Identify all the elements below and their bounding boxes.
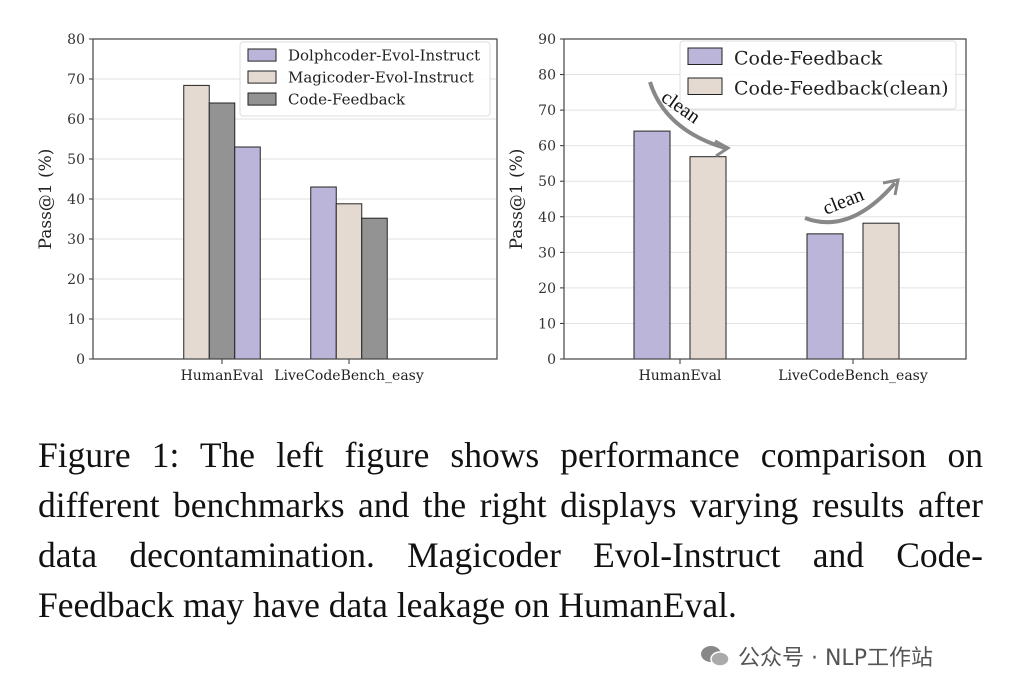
y-tick-label: 50	[67, 152, 85, 168]
bar-magicoder-evol-instruct-humaneval	[183, 84, 210, 360]
y-tick-label: 40	[538, 210, 556, 226]
y-tick-label: 60	[538, 139, 556, 155]
bar-dolphcoder-evol-instruct-humaneval	[234, 146, 261, 360]
legend-label: Magicoder-Evol-Instruct	[288, 69, 474, 87]
y-tick-label: 80	[538, 68, 556, 84]
bar-code-feedback-humaneval	[633, 130, 671, 360]
y-tick-label: 0	[547, 352, 556, 368]
bar-dolphcoder-evol-instruct-livecodebench_easy	[310, 186, 337, 360]
legend-box	[239, 41, 491, 117]
chart-panel-1: 0 10 20 30 40 50 60 70 80 Pass@1 (%) HumanEval Live…	[36, 32, 498, 384]
clean-arrow-down	[648, 81, 726, 150]
figure-charts: 0 10 20 30 40 50 60 70 80 Pass@1 (%) HumanEval Live…	[36, 32, 967, 384]
legend-swatch	[687, 47, 723, 65]
clean-arrowhead	[882, 178, 900, 196]
y-tick-label: 80	[67, 32, 85, 48]
y-axis-label: Pass@1 (%)	[36, 149, 56, 250]
legend-label: Code-Feedback(clean)	[734, 78, 949, 100]
bar-code-feedback-clean--humaneval	[689, 156, 727, 360]
y-tick-label: 40	[67, 192, 85, 208]
legend-swatch	[687, 77, 723, 95]
y-tick-label: 90	[538, 32, 556, 48]
y-tick-label: 70	[538, 103, 556, 119]
bar-code-feedback-livecodebench_easy	[361, 217, 388, 360]
y-tick-label: 0	[76, 352, 85, 368]
watermark-text: 公众号 · NLP工作站	[738, 646, 933, 671]
y-tick-label: 20	[67, 272, 85, 288]
x-tick-label: HumanEval	[181, 368, 264, 384]
plot-frame	[563, 38, 967, 360]
legend-label: Code-Feedback	[288, 91, 406, 109]
legend-label: Code-Feedback	[734, 48, 883, 70]
legend-swatch	[247, 70, 277, 84]
clean-arrow-up	[804, 181, 897, 225]
bar-code-feedback-livecodebench_easy	[806, 233, 844, 360]
legend-swatch	[247, 48, 277, 62]
x-tick-label: HumanEval	[639, 368, 722, 384]
figure-caption: Figure 1: The left figure shows performa…	[38, 435, 983, 625]
y-tick-label: 10	[538, 316, 556, 332]
y-tick-label: 60	[67, 112, 85, 128]
y-tick-label: 10	[67, 312, 85, 328]
x-tick-label: LiveCodeBench_easy	[778, 368, 928, 384]
plot-frame	[92, 38, 498, 360]
y-tick-label: 20	[538, 281, 556, 297]
y-tick-label: 30	[67, 232, 85, 248]
legend-swatch	[247, 92, 277, 106]
bar-code-feedback-clean--livecodebench_easy	[862, 222, 900, 360]
x-tick-label: LiveCodeBench_easy	[274, 368, 424, 384]
y-tick-label: 50	[538, 174, 556, 190]
y-tick-label: 70	[67, 72, 85, 88]
legend-label: Dolphcoder-Evol-Instruct	[288, 47, 480, 65]
clean-arrowhead	[714, 139, 731, 158]
bar-magicoder-evol-instruct-livecodebench_easy	[335, 203, 363, 360]
bar-code-feedback-humaneval	[208, 102, 236, 360]
chart-panel-2: 0 10 20 30 40 50 60 70 80 90 Pass@1 (%) HumanEval Li…	[507, 32, 967, 384]
wechat-icon	[701, 646, 730, 667]
y-tick-label: 30	[538, 245, 556, 261]
watermark: 公众号 · NLP工作站	[700, 640, 933, 672]
y-axis-label: Pass@1 (%)	[507, 149, 527, 250]
legend-box	[679, 40, 957, 110]
